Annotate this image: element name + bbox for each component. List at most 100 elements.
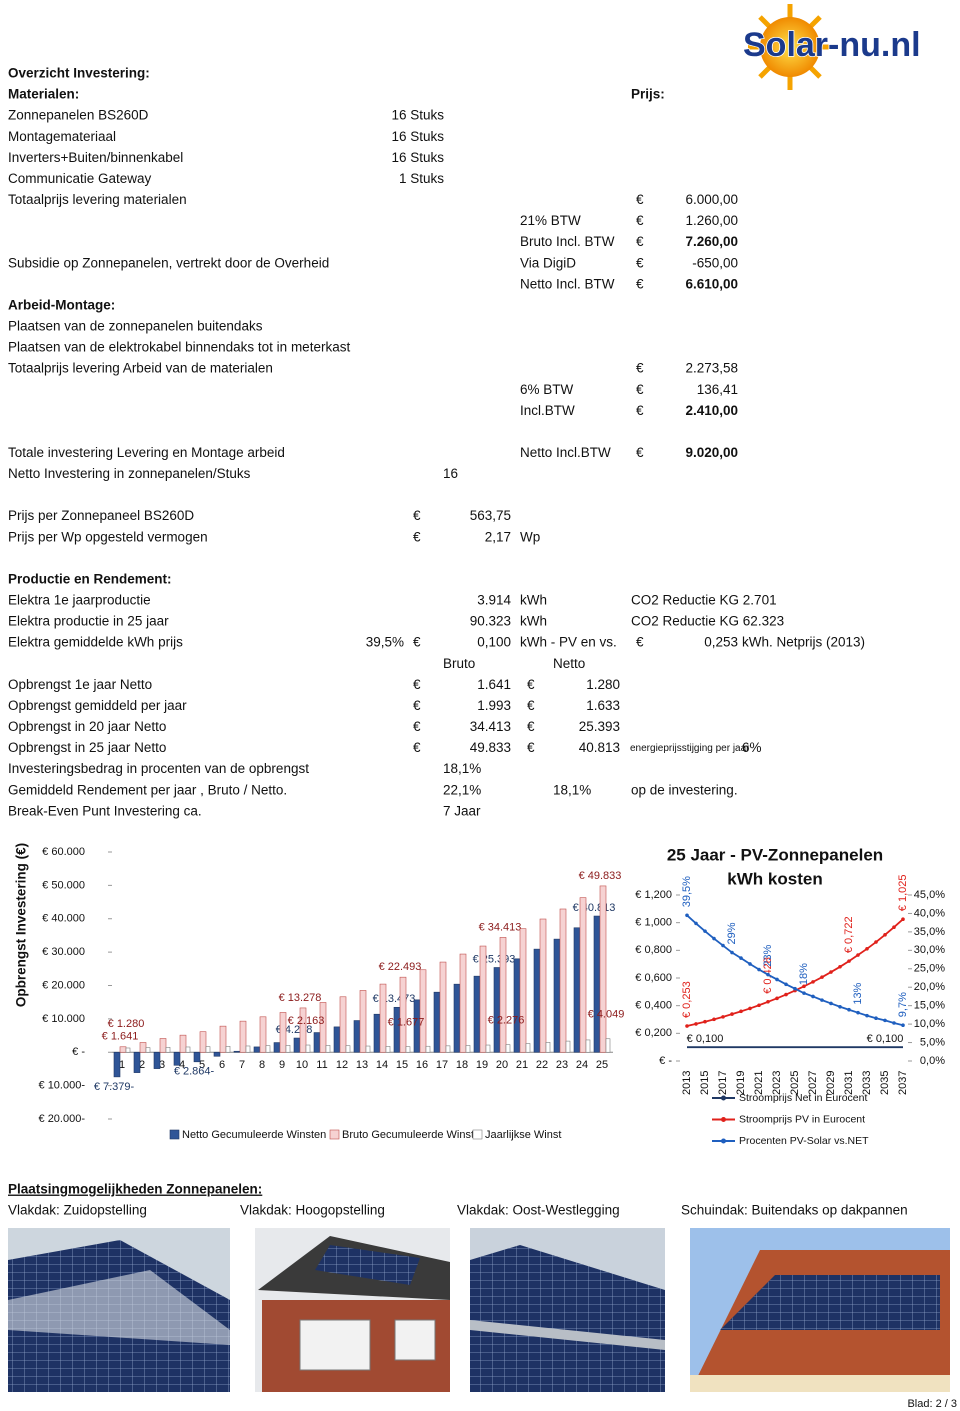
row-eur1: € <box>413 529 421 544</box>
y-tick-label: € 10.000- <box>39 1080 86 1092</box>
x-tick-label: 25 <box>596 1059 608 1071</box>
row-label: Gemiddeld Rendement per jaar , Bruto / N… <box>8 782 287 797</box>
row-amount: 1.260,00 <box>685 213 738 228</box>
data-label: € 1.280 <box>108 1018 145 1030</box>
bar <box>359 990 367 1053</box>
row-num1: 34.413 <box>470 719 511 734</box>
bar <box>379 983 387 1053</box>
row-label: Opbrengst 1e jaar Netto <box>8 677 152 692</box>
row-tail: 6% <box>742 740 762 755</box>
point <box>766 972 770 977</box>
point <box>874 1016 878 1021</box>
bar <box>439 961 447 1053</box>
row-label: Productie en Rendement: <box>8 571 172 586</box>
x-tick-label: 13 <box>356 1059 368 1071</box>
point <box>901 1023 905 1028</box>
legend-swatch <box>329 1129 340 1140</box>
x-tick-label: 2019 <box>735 1071 747 1095</box>
point <box>739 956 743 960</box>
row-mid: Bruto <box>443 656 475 671</box>
y-tick-label: € 0,200 <box>635 1027 672 1039</box>
bar <box>579 897 587 1053</box>
data-label: € 2.276 <box>488 1015 525 1027</box>
row-eur1: € <box>413 719 421 734</box>
row-label: Totaalprijs levering materialen <box>8 192 187 207</box>
bar <box>285 1045 291 1053</box>
x-tick-label: 2023 <box>771 1071 783 1095</box>
row-num2: 1.633 <box>586 698 620 713</box>
x-tick-label: 5 <box>199 1059 205 1071</box>
point <box>703 1019 707 1024</box>
point <box>838 964 842 969</box>
photo-caption: Vlakdak: Zuidopstelling <box>8 1203 147 1218</box>
row-eur3: € <box>636 213 644 228</box>
row-label: Plaatsen van de elektrokabel binnendaks … <box>8 340 350 355</box>
row-amount: -650,00 <box>692 255 738 270</box>
point <box>874 940 878 944</box>
row-num2: 40.813 <box>579 740 620 755</box>
row-n2h: 18,1% <box>553 782 591 797</box>
row-num1: 90.323 <box>470 614 511 629</box>
row-qty: 16 Stuks <box>391 129 444 144</box>
y2-tick-label: 45,0% <box>914 889 945 901</box>
y-tick-label: € 50.000 <box>42 879 85 891</box>
photo-caption: Vlakdak: Hoogopstelling <box>240 1203 385 1218</box>
bar <box>213 1051 221 1057</box>
row-eur3: € <box>636 361 644 376</box>
y-tick-label: € - <box>72 1046 85 1058</box>
point <box>892 1021 896 1025</box>
bar <box>313 1032 321 1053</box>
row-label: Opbrengst in 25 jaar Netto <box>8 740 166 755</box>
row-eur2: € <box>527 677 535 692</box>
row-unit: kWh <box>520 614 547 629</box>
row-eur3: € <box>636 276 644 291</box>
row-eur3: € <box>636 192 644 207</box>
x-tick-label: 18 <box>456 1059 468 1071</box>
point <box>748 962 752 966</box>
row-eur3: € <box>636 234 644 249</box>
y-tick-label: € 1,000 <box>635 917 672 929</box>
point <box>694 1022 698 1026</box>
x-tick-label: 2033 <box>861 1071 873 1095</box>
line <box>686 918 904 1027</box>
x-tick-label: 2013 <box>681 1071 693 1095</box>
bar <box>293 1037 301 1053</box>
bar <box>373 1013 381 1053</box>
bar <box>339 996 347 1053</box>
row-n2h: Netto <box>553 656 585 671</box>
y-tick-label: € 0,400 <box>635 1000 672 1012</box>
legend-marker <box>721 1138 726 1144</box>
data-label: € 2.864- <box>174 1066 215 1078</box>
bar <box>253 1046 261 1053</box>
x-tick-label: 1 <box>119 1059 125 1071</box>
point <box>865 1013 869 1018</box>
row-amount: 136,41 <box>697 382 738 397</box>
photo <box>470 1228 665 1392</box>
row-mid: 22,1% <box>443 782 481 797</box>
data-label: 23% <box>762 944 774 966</box>
row-amount: 9.020,00 <box>685 445 738 460</box>
row-col5: CO2 Reductie KG 2.701 <box>631 593 777 608</box>
page-number: Blad: 2 / 3 <box>907 1398 957 1410</box>
x-tick-label: 2027 <box>807 1071 819 1095</box>
bar <box>165 1047 171 1053</box>
data-label: € 0,722 <box>843 916 855 953</box>
legend-marker <box>721 1095 726 1101</box>
y-tick-label: € 1,200 <box>635 889 672 901</box>
point <box>820 998 824 1002</box>
data-label: € 7.379- <box>94 1081 135 1093</box>
point <box>892 925 896 930</box>
row-num1: 563,75 <box>470 508 511 523</box>
data-label: € 0,100 <box>867 1033 904 1045</box>
bar <box>239 1020 247 1053</box>
bar <box>605 1038 611 1053</box>
bar <box>319 1002 327 1053</box>
data-label: € 40.813 <box>573 902 616 914</box>
x-tick-label: 9 <box>279 1059 285 1071</box>
point <box>784 992 788 997</box>
y-tick-label: € 30.000 <box>42 946 85 958</box>
row-eur2: € <box>527 698 535 713</box>
point <box>775 996 779 1001</box>
point <box>739 1009 743 1014</box>
row-amount: 6.610,00 <box>685 276 738 291</box>
